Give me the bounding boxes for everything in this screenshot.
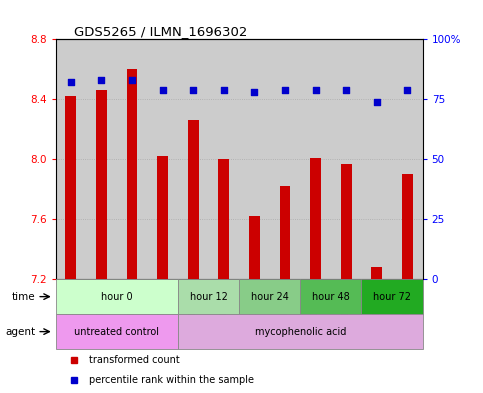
Point	[373, 99, 381, 105]
Bar	[239, 39, 270, 279]
Bar	[66, 96, 76, 279]
Text: hour 72: hour 72	[373, 292, 411, 302]
Text: mycophenolic acid: mycophenolic acid	[255, 327, 346, 337]
Text: hour 0: hour 0	[101, 292, 132, 302]
Point	[159, 86, 167, 93]
Text: untreated control: untreated control	[74, 327, 159, 337]
Bar	[86, 39, 117, 279]
Bar	[341, 164, 352, 279]
Bar	[188, 120, 199, 279]
Bar	[392, 39, 423, 279]
Bar	[127, 69, 137, 279]
Point	[403, 86, 411, 93]
Bar	[361, 39, 392, 279]
Text: hour 12: hour 12	[189, 292, 227, 302]
Bar	[96, 90, 107, 279]
Text: percentile rank within the sample: percentile rank within the sample	[88, 375, 254, 385]
Bar	[178, 279, 239, 314]
Bar	[178, 314, 423, 349]
Bar	[280, 186, 290, 279]
Point	[189, 86, 197, 93]
Point	[342, 86, 350, 93]
Point	[67, 79, 75, 86]
Point	[312, 86, 319, 93]
Bar	[56, 279, 178, 314]
Bar	[371, 267, 382, 279]
Bar	[300, 39, 331, 279]
Text: transformed count: transformed count	[88, 355, 179, 365]
Bar	[310, 158, 321, 279]
Bar	[157, 156, 168, 279]
Bar	[249, 216, 260, 279]
Bar	[178, 39, 209, 279]
Bar	[147, 39, 178, 279]
Bar	[117, 39, 147, 279]
Bar	[402, 174, 412, 279]
Text: hour 24: hour 24	[251, 292, 289, 302]
Text: time: time	[12, 292, 35, 302]
Text: hour 48: hour 48	[312, 292, 350, 302]
Bar	[331, 39, 361, 279]
Bar	[218, 159, 229, 279]
Point	[98, 77, 105, 83]
Text: agent: agent	[5, 327, 35, 337]
Bar	[361, 279, 423, 314]
Bar	[56, 39, 86, 279]
Point	[251, 89, 258, 95]
Bar	[56, 314, 178, 349]
Point	[220, 86, 227, 93]
Bar	[270, 39, 300, 279]
Text: GDS5265 / ILMN_1696302: GDS5265 / ILMN_1696302	[74, 25, 247, 38]
Bar	[300, 279, 361, 314]
Bar	[209, 39, 239, 279]
Point	[281, 86, 289, 93]
Bar	[239, 279, 300, 314]
Point	[128, 77, 136, 83]
